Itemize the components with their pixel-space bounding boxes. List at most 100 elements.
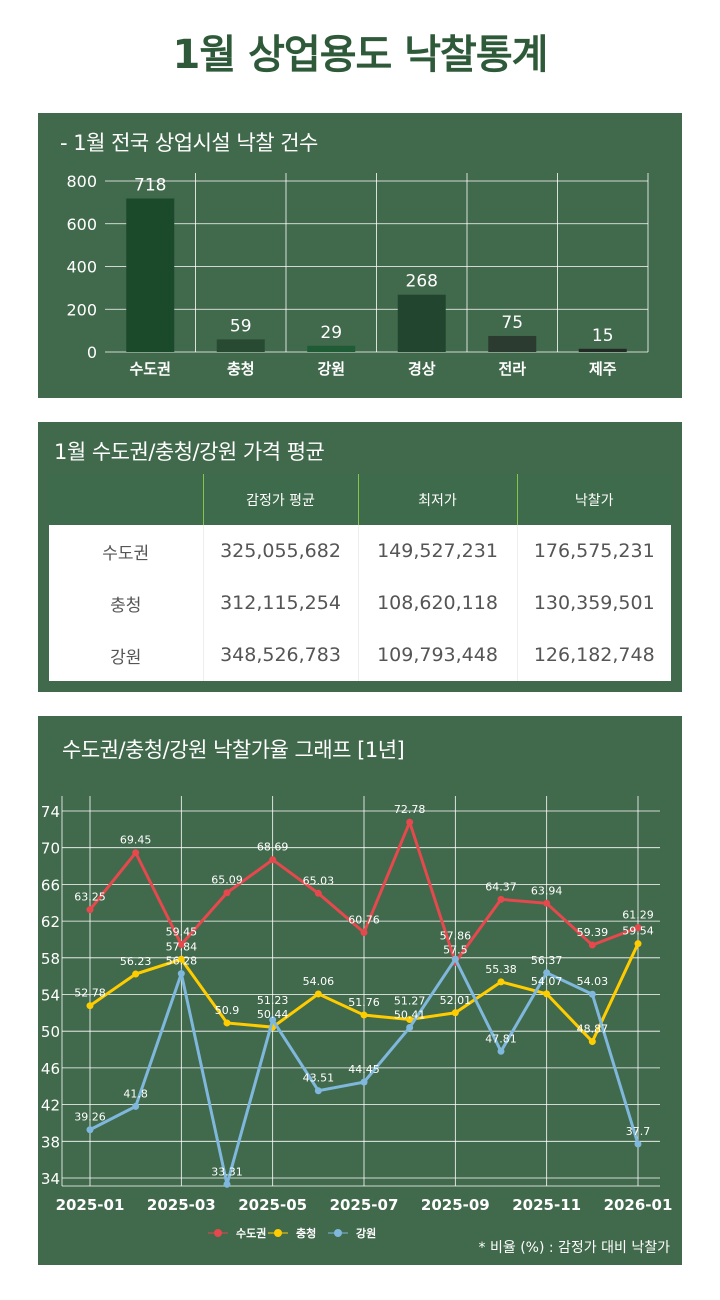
data-label: 60.76 <box>348 913 380 926</box>
legend-label: 강원 <box>356 1226 376 1240</box>
data-label: 48.87 <box>577 1023 609 1036</box>
data-label: 54.06 <box>303 975 335 988</box>
data-point <box>177 970 185 978</box>
data-point <box>269 1016 277 1024</box>
data-point <box>177 940 185 948</box>
line-chart-panel: 수도권/충청/강원 낙찰가율 그래프 [1년] 34 38 42 46 50 54 58 62… <box>38 716 682 1265</box>
header-cell: 감정가 평균 <box>202 474 358 525</box>
data-label: 63.25 <box>74 891 106 904</box>
y-tick-label: 70 <box>41 840 60 858</box>
data-point <box>360 928 368 936</box>
data-point <box>177 955 185 963</box>
data-label: 57.86 <box>440 929 472 942</box>
y-tick-label: 62 <box>41 913 60 931</box>
x-tick-label: 2025-01 <box>56 1196 125 1214</box>
x-tick-label: 2025-07 <box>330 1196 399 1214</box>
bar-chart-title: - 1월 전국 상업시설 낙찰 건수 <box>60 131 318 155</box>
data-point <box>634 1140 642 1148</box>
data-point <box>132 970 140 978</box>
data-label: 268 <box>406 272 438 292</box>
data-label: 54.03 <box>577 975 609 988</box>
x-tick-label: 강원 <box>317 360 345 378</box>
y-tick-label: 600 <box>66 215 97 234</box>
data-point <box>543 899 551 907</box>
cell: 126,182,748 <box>516 629 671 681</box>
page-title: 1월 상업용도 낙찰통계 <box>172 32 549 78</box>
data-label: 52.78 <box>74 987 106 1000</box>
data-label: 50.41 <box>394 1008 426 1021</box>
data-point <box>497 978 505 986</box>
x-tick-label: 2025-09 <box>421 1196 490 1214</box>
legend-marker <box>214 1229 222 1237</box>
data-point <box>314 889 322 897</box>
data-label: 72.78 <box>394 803 426 816</box>
y-tick-label: 50 <box>41 1023 60 1041</box>
bar <box>488 335 537 352</box>
data-label: 61.29 <box>622 909 654 922</box>
cell: 325,055,682 <box>202 525 358 577</box>
data-point <box>588 990 596 998</box>
data-label: 59.39 <box>577 926 609 939</box>
x-tick-label: 2025-03 <box>147 1196 216 1214</box>
data-label: 50.9 <box>215 1004 240 1017</box>
x-tick-label: 2025-11 <box>512 1196 581 1214</box>
data-point <box>497 1047 505 1055</box>
data-point <box>360 1078 368 1086</box>
data-point <box>132 1102 140 1110</box>
x-tick-label: 경상 <box>408 360 436 378</box>
data-label: 47.81 <box>485 1032 517 1045</box>
data-point <box>86 1126 94 1134</box>
cell: 108,620,118 <box>357 577 517 629</box>
data-label: 51.27 <box>394 994 426 1007</box>
table-row: 수도권 325,055,682 149,527,231 176,575,231 <box>49 525 671 577</box>
x-tick-label: 제주 <box>589 360 617 378</box>
data-label: 55.38 <box>485 963 517 976</box>
data-point <box>406 1016 414 1024</box>
data-label: 56.37 <box>531 954 563 967</box>
data-point <box>588 1038 596 1046</box>
y-tick-label: 74 <box>41 803 60 821</box>
data-label: 57.84 <box>166 940 198 953</box>
data-label: 15 <box>592 326 614 346</box>
data-label: 59 <box>230 316 252 336</box>
bar <box>216 339 265 352</box>
data-point <box>588 941 596 949</box>
cell: 149,527,231 <box>357 525 517 577</box>
line-chart: 34 38 42 46 50 54 58 62 66 70 74 2025-01 2025-03 2025… <box>41 796 673 1240</box>
data-label: 57.5 <box>443 943 468 956</box>
data-label: 52.01 <box>440 994 472 1007</box>
data-label: 75 <box>501 313 523 333</box>
y-tick-label: 0 <box>87 343 97 362</box>
data-label: 64.37 <box>485 880 517 893</box>
data-label: 69.45 <box>120 834 152 847</box>
legend-label: 수도권 <box>236 1227 266 1240</box>
data-label: 68.69 <box>257 841 289 854</box>
y-tick-label: 42 <box>41 1097 60 1115</box>
data-point <box>314 1087 322 1095</box>
data-point <box>543 969 551 977</box>
data-point <box>451 1009 459 1017</box>
y-tick-label: 54 <box>41 987 60 1005</box>
data-label: 63.94 <box>531 884 563 897</box>
data-point <box>634 940 642 948</box>
y-tick-label: 46 <box>41 1060 60 1078</box>
data-label: 39.26 <box>74 1111 106 1124</box>
header-cell: 최저가 <box>357 474 517 525</box>
bar-chart: 0 200 400 600 800 718 수도권 59 충청 29 강원 268 경상 75 전라 15 제주 <box>66 172 649 378</box>
x-tick-label: 2026-01 <box>604 1196 673 1214</box>
legend-label: 충청 <box>296 1226 316 1240</box>
y-tick-label: 200 <box>66 300 97 319</box>
bar <box>126 198 175 352</box>
data-point <box>497 895 505 903</box>
data-label: 59.45 <box>166 925 198 938</box>
table-header-row: 감정가 평균 최저가 낙찰가 <box>49 474 671 525</box>
price-table: 감정가 평균 최저가 낙찰가 수도권 325,055,682 149,527,231… <box>49 474 671 681</box>
y-tick-label: 38 <box>41 1133 60 1151</box>
data-label: 41.8 <box>123 1087 147 1100</box>
y-tick-label: 800 <box>66 172 97 191</box>
y-tick-label: 400 <box>66 258 97 277</box>
table-row: 충청 312,115,254 108,620,118 130,359,501 <box>49 577 671 629</box>
data-point <box>132 849 140 857</box>
x-tick-label: 충청 <box>227 360 255 378</box>
data-point <box>223 889 231 897</box>
